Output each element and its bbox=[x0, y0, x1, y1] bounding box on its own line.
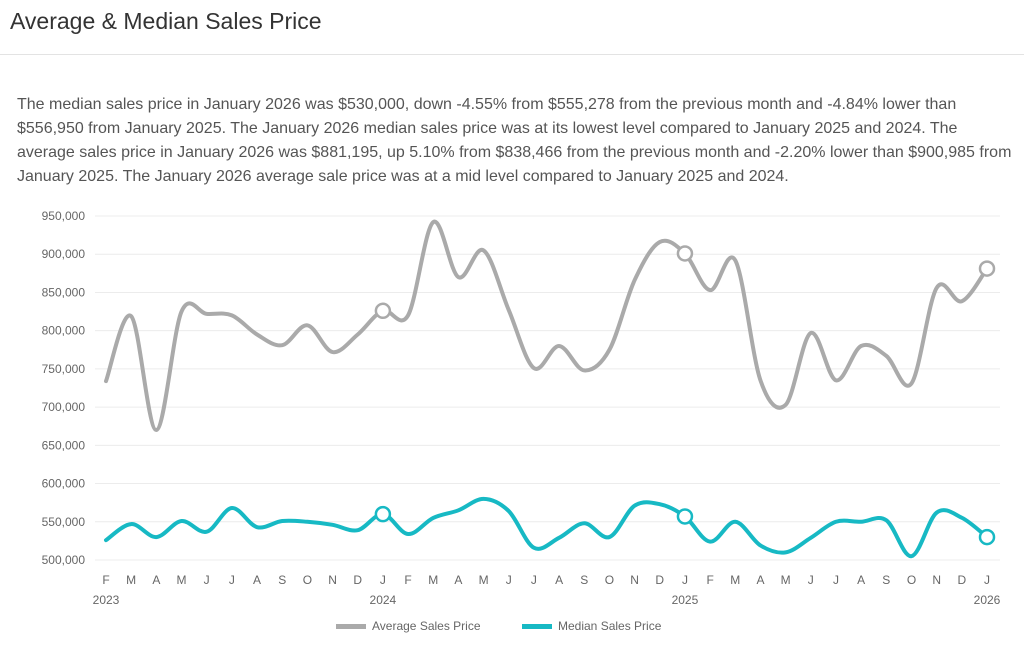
x-tick-label: J bbox=[682, 573, 688, 587]
data-point-marker bbox=[374, 505, 392, 523]
x-tick-label: O bbox=[303, 573, 312, 587]
divider bbox=[0, 54, 1024, 55]
x-tick-label: A bbox=[756, 573, 764, 587]
y-tick-label: 600,000 bbox=[42, 477, 86, 491]
x-tick-label: A bbox=[857, 573, 865, 587]
legend-label-average: Average Sales Price bbox=[372, 619, 481, 633]
y-tick-label: 550,000 bbox=[42, 515, 86, 529]
x-year-label: 2024 bbox=[370, 593, 397, 607]
x-tick-label: N bbox=[630, 573, 639, 587]
x-tick-label: S bbox=[278, 573, 286, 587]
x-tick-label: D bbox=[655, 573, 664, 587]
x-tick-label: J bbox=[380, 573, 386, 587]
x-tick-label: A bbox=[152, 573, 160, 587]
x-tick-label: F bbox=[706, 573, 713, 587]
x-tick-label: N bbox=[328, 573, 337, 587]
x-tick-label: S bbox=[882, 573, 890, 587]
x-tick-label: A bbox=[555, 573, 563, 587]
x-tick-label: S bbox=[580, 573, 588, 587]
x-tick-label: J bbox=[531, 573, 537, 587]
x-tick-label: F bbox=[404, 573, 411, 587]
x-tick-label: J bbox=[833, 573, 839, 587]
x-tick-label: J bbox=[506, 573, 512, 587]
x-tick-label: F bbox=[102, 573, 109, 587]
x-year-label: 2026 bbox=[974, 593, 1001, 607]
x-tick-label: O bbox=[907, 573, 916, 587]
series-line-average bbox=[104, 220, 989, 433]
y-tick-label: 500,000 bbox=[42, 553, 86, 567]
data-point-marker bbox=[676, 245, 694, 262]
x-tick-label: M bbox=[126, 573, 136, 587]
data-point-marker bbox=[374, 302, 392, 320]
legend-swatch-median bbox=[522, 623, 552, 629]
x-year-label: 2025 bbox=[672, 593, 699, 607]
y-tick-label: 750,000 bbox=[42, 362, 86, 376]
legend-label-median: Median Sales Price bbox=[558, 619, 662, 633]
y-tick-label: 950,000 bbox=[42, 209, 86, 223]
y-tick-label: 900,000 bbox=[42, 247, 86, 261]
x-tick-label: D bbox=[353, 573, 362, 587]
x-tick-label: O bbox=[605, 573, 614, 587]
x-tick-label: M bbox=[428, 573, 438, 587]
x-tick-label: A bbox=[253, 573, 261, 587]
series-line-median bbox=[104, 496, 989, 559]
x-tick-label: J bbox=[229, 573, 235, 587]
y-tick-label: 850,000 bbox=[42, 285, 86, 299]
x-tick-label: M bbox=[730, 573, 740, 587]
data-point-marker bbox=[978, 260, 996, 277]
x-tick-label: M bbox=[479, 573, 489, 587]
y-tick-label: 800,000 bbox=[42, 324, 86, 338]
x-tick-label: M bbox=[781, 573, 791, 587]
x-tick-label: J bbox=[984, 573, 990, 587]
x-tick-label: N bbox=[932, 573, 941, 587]
legend-average[interactable]: Average Sales Price bbox=[336, 619, 481, 633]
page-title: Average & Median Sales Price bbox=[10, 8, 322, 34]
summary-text: The median sales price in January 2026 w… bbox=[17, 96, 1012, 185]
y-tick-label: 700,000 bbox=[42, 400, 86, 414]
x-tick-label: M bbox=[177, 573, 187, 587]
y-tick-label: 650,000 bbox=[42, 438, 86, 452]
data-point-marker bbox=[978, 528, 996, 546]
x-tick-label: D bbox=[957, 573, 966, 587]
x-tick-label: J bbox=[808, 573, 814, 587]
x-tick-label: J bbox=[204, 573, 210, 587]
x-tick-label: A bbox=[454, 573, 462, 587]
legend-median[interactable]: Median Sales Price bbox=[522, 619, 661, 633]
legend-swatch-average bbox=[336, 623, 366, 629]
x-year-label: 2023 bbox=[93, 593, 120, 607]
data-point-marker bbox=[676, 508, 694, 525]
